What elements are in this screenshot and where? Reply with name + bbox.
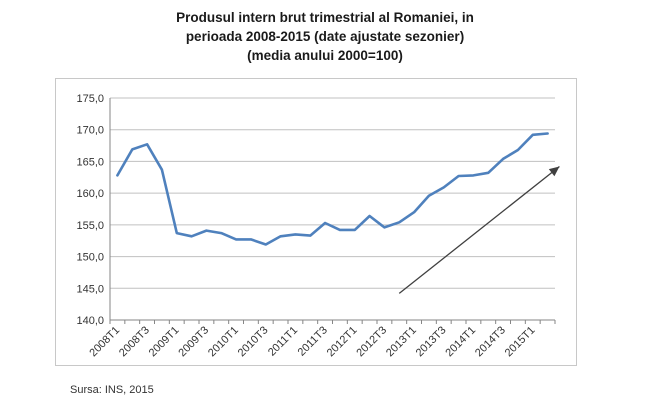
- y-tick-label: 175,0: [76, 93, 104, 105]
- trend-arrow-head: [548, 166, 560, 177]
- chart-title: Produsul intern brut trimestrial al Roma…: [0, 8, 650, 65]
- chart-title-line-1: Produsul intern brut trimestrial al Roma…: [176, 10, 474, 25]
- series-group: [116, 132, 549, 246]
- series-line: [116, 132, 549, 246]
- x-axis: [109, 98, 556, 324]
- trend-arrow-line: [398, 165, 560, 294]
- y-tick-label: 165,0: [76, 156, 104, 168]
- x-tick-label: 2009T1: [147, 324, 182, 359]
- x-tick-label: 2012T1: [325, 324, 360, 359]
- source-note: Sursa: INS, 2015: [70, 384, 154, 396]
- y-tick-label: 140,0: [76, 315, 104, 327]
- y-tick-label: 150,0: [76, 252, 104, 264]
- x-tick-label: 2012T3: [354, 324, 389, 359]
- chart-area: [55, 78, 577, 366]
- x-tick-label: 2009T3: [176, 324, 211, 359]
- x-tick-label: 2010T1: [206, 324, 241, 359]
- y-tick-label: 155,0: [76, 220, 104, 232]
- x-tick-label: 2011T1: [266, 324, 300, 358]
- x-tick-label: 2014T1: [443, 324, 478, 359]
- x-tick-label: 2011T3: [296, 324, 330, 358]
- x-tick-label: 2013T3: [414, 324, 449, 359]
- chart-title-line-2: perioada 2008-2015 (date ajustate sezoni…: [185, 29, 465, 44]
- trend-arrow-group: [398, 165, 560, 294]
- y-tick-label: 145,0: [76, 283, 104, 295]
- x-tick-label: 2008T1: [87, 324, 122, 359]
- y-tick-label: 160,0: [76, 188, 104, 200]
- x-tick-label: 2015T1: [503, 324, 538, 359]
- x-tick-label: 2014T3: [473, 324, 508, 359]
- x-tick-label: 2013T1: [384, 324, 419, 359]
- y-tick-label: 170,0: [76, 125, 104, 137]
- grid-lines: [110, 97, 555, 321]
- x-tick-label: 2010T3: [236, 324, 271, 359]
- x-axis-tick-labels: 2008T12008T32009T12009T32010T12010T32011…: [87, 324, 537, 359]
- y-axis-tick-labels: 140,0 145,0 150,0 155,0 160,0 165,0 170,0 175,0: [76, 93, 104, 327]
- chart-title-line-3: (media anului 2000=100): [247, 48, 403, 63]
- x-tick-label: 2008T3: [117, 324, 152, 359]
